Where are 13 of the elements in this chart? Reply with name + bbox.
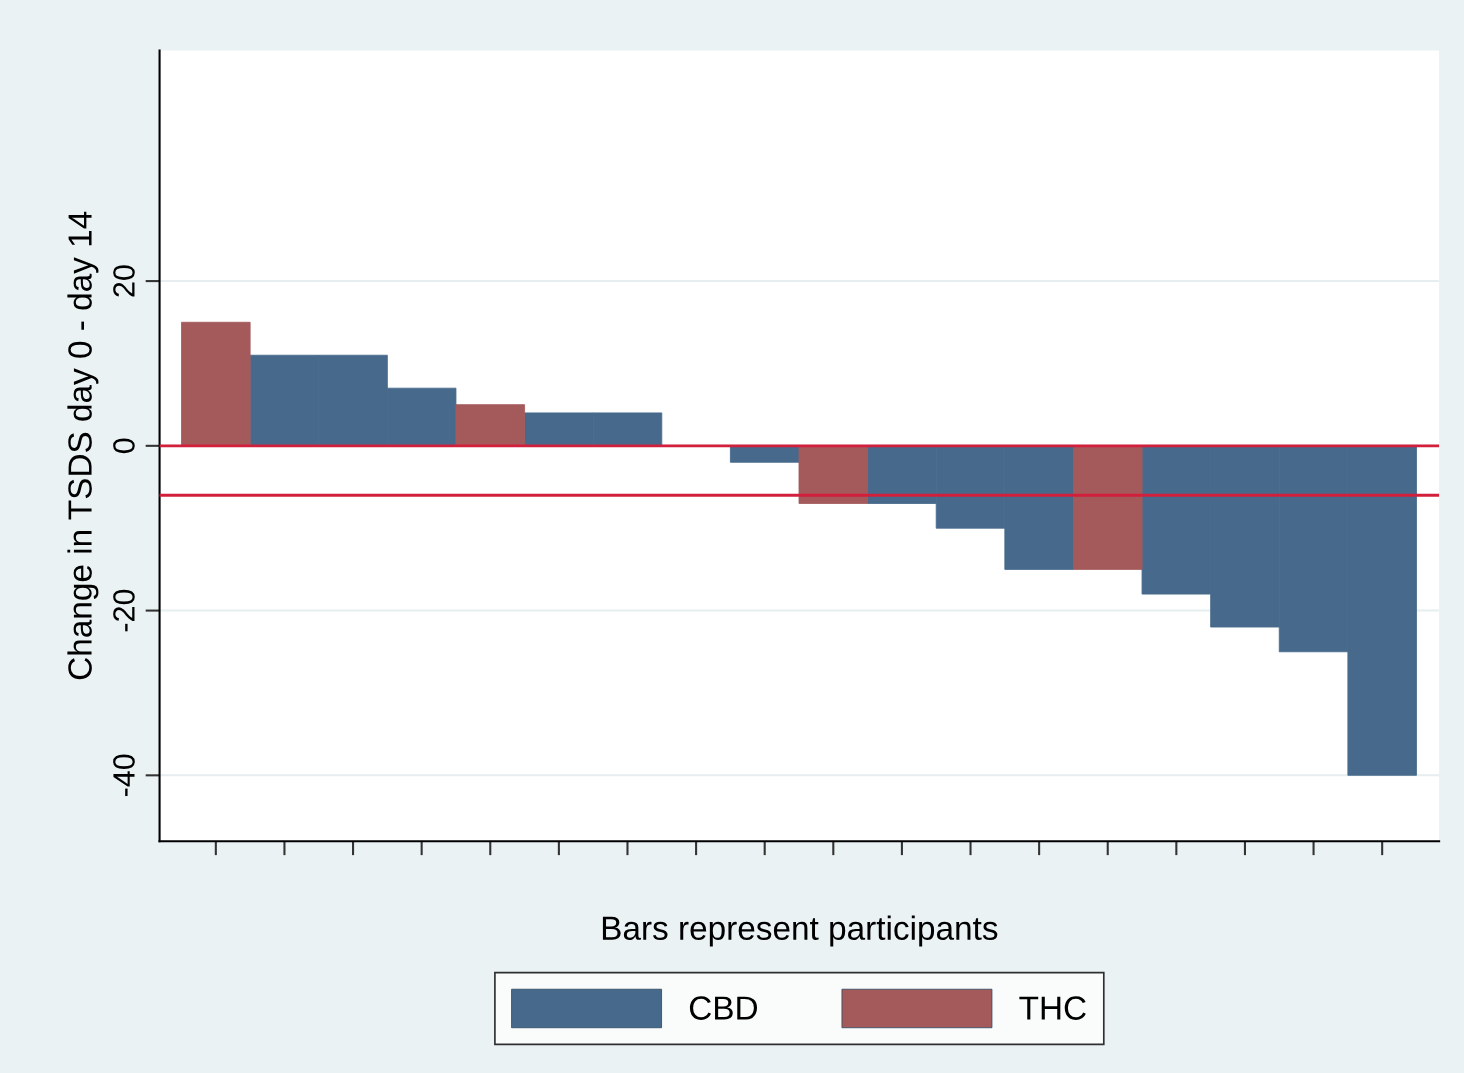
legend-label: CBD — [689, 996, 758, 1020]
bar — [455, 404, 525, 447]
x-axis-title: Bars represent participants — [602, 915, 998, 947]
bar — [798, 445, 869, 504]
y-tick-label: 20 — [113, 265, 135, 297]
y-tick-label: -40 — [113, 754, 135, 797]
y-axis-title: Change in TSDS day 0 - day 14 — [67, 211, 99, 680]
bar — [1073, 445, 1143, 570]
y-tick-label: -20 — [113, 589, 135, 632]
legend-label: THC — [1019, 996, 1086, 1020]
bar — [729, 445, 800, 463]
y-tick-label: 0 — [113, 438, 135, 454]
bar — [181, 321, 251, 447]
